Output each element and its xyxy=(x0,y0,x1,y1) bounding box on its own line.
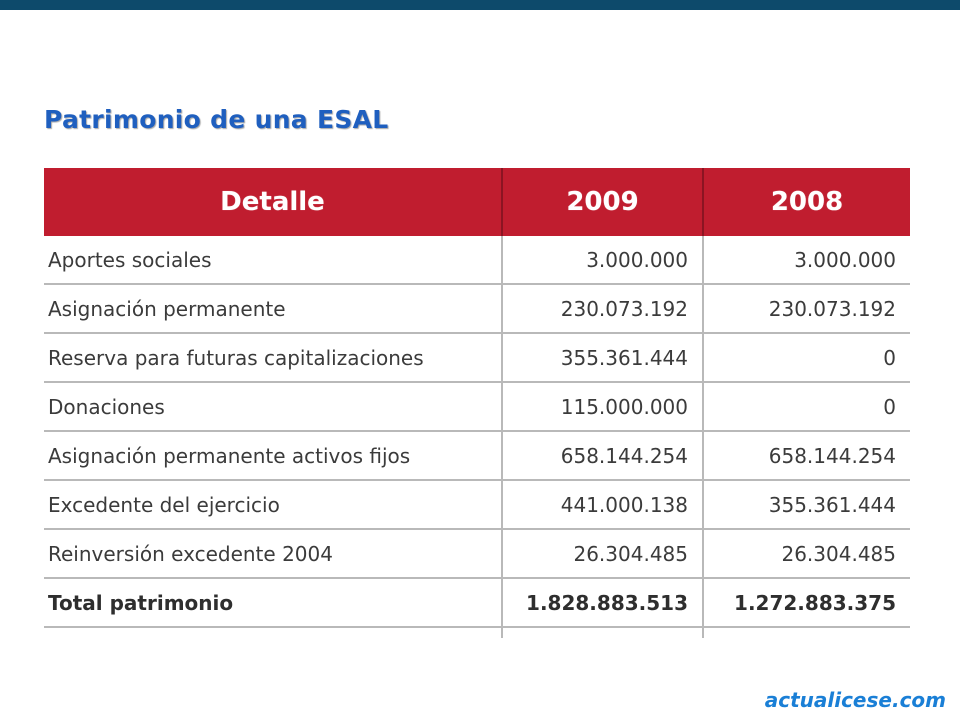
row-label: Reinversión excedente 2004 xyxy=(44,529,503,579)
table-tail xyxy=(44,627,910,638)
header-2008: 2008 xyxy=(703,168,910,236)
value-2008: 0 xyxy=(703,333,910,383)
table-row: Asignación permanente activos fijos 658.… xyxy=(44,431,910,481)
value-2009: 355.361.444 xyxy=(502,333,704,383)
row-label: Excedente del ejercicio xyxy=(44,480,503,530)
tail-cell xyxy=(703,627,910,638)
value-2009: 230.073.192 xyxy=(502,284,704,334)
value-2008: 26.304.485 xyxy=(703,529,910,579)
row-label: Donaciones xyxy=(44,382,503,432)
table-row: Reserva para futuras capitalizaciones 35… xyxy=(44,333,910,383)
slide-title: Patrimonio de una ESAL xyxy=(44,105,389,134)
total-2009: 1.828.883.513 xyxy=(502,578,704,628)
patrimonio-table: Detalle 2009 2008 Aportes sociales 3.000… xyxy=(44,168,910,638)
value-2009: 658.144.254 xyxy=(502,431,704,481)
total-2008: 1.272.883.375 xyxy=(703,578,910,628)
table-row: Excedente del ejercicio 441.000.138 355.… xyxy=(44,480,910,530)
value-2009: 3.000.000 xyxy=(502,236,704,285)
value-2008: 230.073.192 xyxy=(703,284,910,334)
patrimonio-table-wrapper: Detalle 2009 2008 Aportes sociales 3.000… xyxy=(44,168,910,638)
footer-brand: actualicese.com xyxy=(764,688,946,712)
table-header-row: Detalle 2009 2008 xyxy=(44,168,910,236)
row-label: Asignación permanente xyxy=(44,284,503,334)
header-2009: 2009 xyxy=(502,168,704,236)
header-detalle: Detalle xyxy=(44,168,503,236)
table-row: Reinversión excedente 2004 26.304.485 26… xyxy=(44,529,910,579)
value-2008: 0 xyxy=(703,382,910,432)
row-label: Aportes sociales xyxy=(44,236,503,285)
value-2008: 3.000.000 xyxy=(703,236,910,285)
value-2009: 26.304.485 xyxy=(502,529,704,579)
total-row: Total patrimonio 1.828.883.513 1.272.883… xyxy=(44,578,910,628)
value-2009: 441.000.138 xyxy=(502,480,704,530)
row-label: Asignación permanente activos fijos xyxy=(44,431,503,481)
table-row: Donaciones 115.000.000 0 xyxy=(44,382,910,432)
value-2008: 355.361.444 xyxy=(703,480,910,530)
top-bar xyxy=(0,0,960,10)
value-2009: 115.000.000 xyxy=(502,382,704,432)
tail-cell xyxy=(502,627,704,638)
table-row: Asignación permanente 230.073.192 230.07… xyxy=(44,284,910,334)
table-row: Aportes sociales 3.000.000 3.000.000 xyxy=(44,236,910,285)
row-label: Reserva para futuras capitalizaciones xyxy=(44,333,503,383)
total-label: Total patrimonio xyxy=(44,578,503,628)
value-2008: 658.144.254 xyxy=(703,431,910,481)
tail-cell xyxy=(44,627,503,638)
